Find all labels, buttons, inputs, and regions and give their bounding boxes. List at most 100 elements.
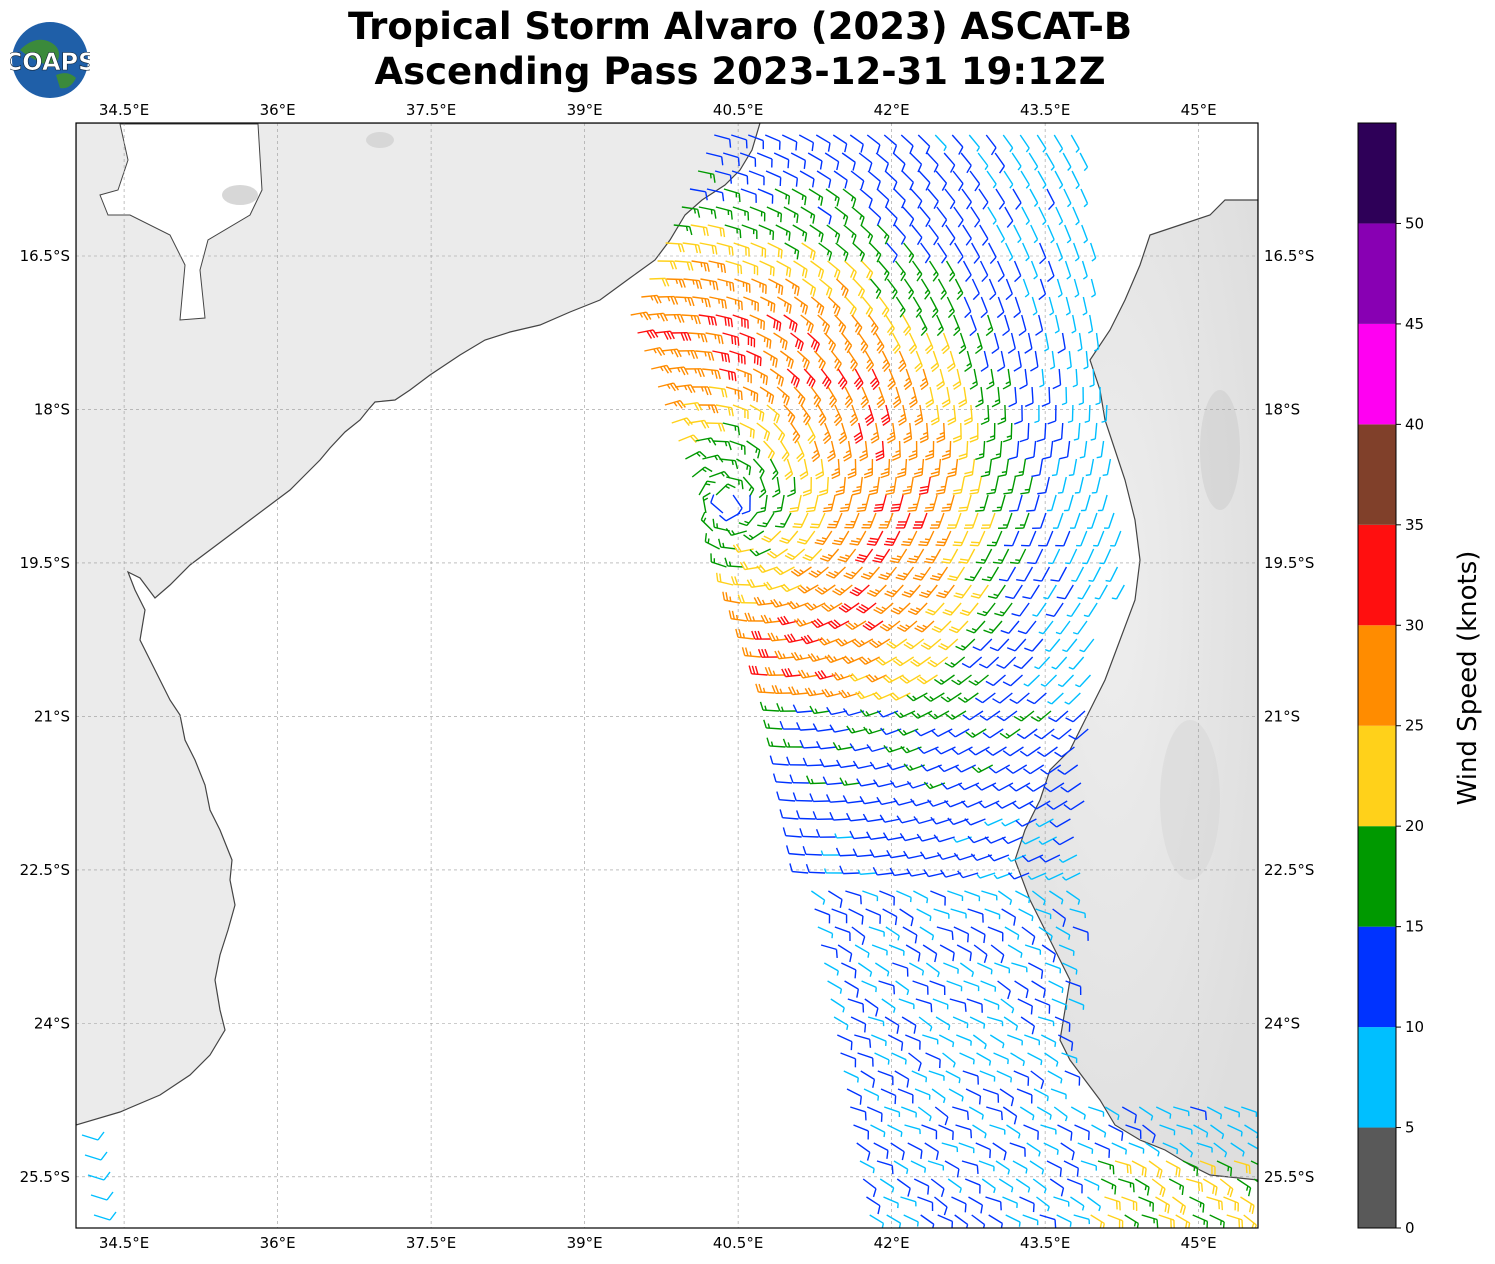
wind-barb	[1138, 1106, 1154, 1121]
wind-barb-feather	[902, 492, 911, 496]
wind-barb-feather	[680, 243, 685, 253]
wind-barb	[896, 1178, 911, 1197]
wind-barb-feather	[952, 380, 961, 387]
wind-barb-feather	[872, 382, 880, 391]
wind-barb-feather	[730, 371, 734, 381]
wind-barb-shaft	[785, 834, 802, 838]
wind-barb-shaft	[907, 1142, 923, 1152]
wind-barb-feather	[851, 589, 861, 595]
wind-barb-feather	[1060, 1187, 1065, 1197]
wind-barb-feather	[681, 279, 686, 288]
wind-barb	[892, 386, 902, 409]
wind-barb	[913, 1178, 930, 1195]
wind-barb-feather	[798, 396, 804, 405]
wind-barb-feather	[1040, 768, 1048, 775]
wind-barb-shaft	[1049, 638, 1061, 652]
wind-barb-shaft	[851, 926, 866, 938]
wind-barb	[790, 332, 804, 352]
wind-barb	[781, 668, 802, 678]
wind-barb-feather	[1089, 384, 1095, 388]
wind-barb	[1034, 656, 1051, 670]
wind-barb-feather	[721, 388, 725, 398]
wind-barb	[839, 865, 860, 875]
wind-barb-shaft	[956, 944, 972, 954]
wind-barb-feather	[916, 271, 921, 276]
wind-barb-shaft	[997, 980, 1011, 992]
wind-barb-feather	[1037, 491, 1046, 495]
wind-barb-feather	[873, 431, 878, 436]
wind-barb	[961, 656, 983, 669]
wind-barb	[910, 1160, 927, 1173]
wind-barb	[1151, 1178, 1166, 1198]
wind-barb-feather	[854, 322, 859, 327]
wind-barb	[1024, 944, 1042, 955]
wind-barb-feather	[1024, 348, 1033, 354]
wind-barb-feather	[1017, 165, 1022, 171]
wind-barb	[1048, 296, 1055, 316]
wind-barb-feather	[793, 377, 798, 386]
wind-barb-feather	[798, 538, 808, 543]
wind-barb	[920, 638, 942, 650]
wind-barb-shaft	[871, 1034, 887, 1042]
wind-barb	[821, 688, 843, 698]
wind-barb-feather	[1248, 1165, 1251, 1175]
wind-barb	[895, 512, 911, 529]
wind-barb	[683, 278, 703, 290]
wind-barb-feather	[884, 236, 890, 245]
wind-barb-shaft	[946, 980, 962, 988]
wind-barb-shaft	[955, 1124, 972, 1131]
wind-barb	[789, 494, 802, 513]
wind-barb	[918, 1016, 933, 1032]
wind-barb-feather	[734, 460, 739, 470]
wind-barb-feather	[941, 289, 946, 295]
wind-barb-feather	[825, 325, 831, 335]
wind-barb-feather	[1065, 562, 1070, 565]
wind-barb-feather	[960, 344, 966, 349]
wind-barb	[887, 1124, 903, 1137]
wind-barb	[962, 224, 972, 246]
wind-barb	[947, 458, 959, 478]
wind-barb-feather	[878, 346, 885, 354]
wind-barb-shaft	[1080, 188, 1089, 204]
wind-barb	[996, 710, 1018, 722]
wind-barb-shaft	[901, 818, 918, 824]
wind-barb-feather	[1010, 1077, 1013, 1083]
wind-barb	[961, 188, 972, 210]
wind-barb-feather	[1046, 803, 1054, 810]
wind-barb-shaft	[1022, 1214, 1038, 1222]
wind-barb-feather	[862, 345, 869, 354]
wind-barb-feather	[899, 365, 907, 373]
wind-barb	[1028, 152, 1039, 171]
wind-barb	[1125, 1124, 1142, 1139]
wind-barb-feather	[883, 543, 893, 546]
wind-barb-shaft	[1069, 548, 1078, 564]
wind-barb-feather	[782, 827, 787, 836]
wind-barb	[884, 170, 898, 191]
wind-barb-feather	[1042, 184, 1047, 189]
wind-barb	[945, 224, 956, 246]
wind-barb-feather	[1059, 456, 1068, 460]
wind-barb	[796, 350, 810, 370]
wind-barb-feather	[969, 576, 975, 579]
wind-barb-feather	[839, 324, 845, 333]
wind-barb-feather	[980, 558, 986, 562]
wind-barb-feather	[680, 332, 685, 341]
wind-barb-shaft	[915, 998, 932, 1005]
wind-barb-feather	[828, 571, 837, 577]
wind-barb-shaft	[1042, 620, 1054, 635]
wind-barb	[1036, 422, 1047, 443]
wind-barb	[1072, 368, 1078, 388]
wind-barb-feather	[1040, 1060, 1043, 1066]
wind-barb-shaft	[1058, 368, 1062, 386]
wind-barb-feather	[972, 380, 978, 385]
wind-barb-feather	[918, 544, 927, 547]
wind-barb-feather	[755, 683, 760, 693]
wind-barb-feather	[1083, 239, 1088, 244]
wind-barb-feather	[844, 180, 848, 189]
wind-barb	[806, 775, 826, 785]
wind-barb-shaft	[1025, 620, 1037, 634]
wind-barb	[824, 152, 840, 171]
wind-barb-feather	[737, 157, 740, 167]
wind-barb	[860, 566, 880, 580]
wind-barb-feather	[763, 719, 767, 729]
